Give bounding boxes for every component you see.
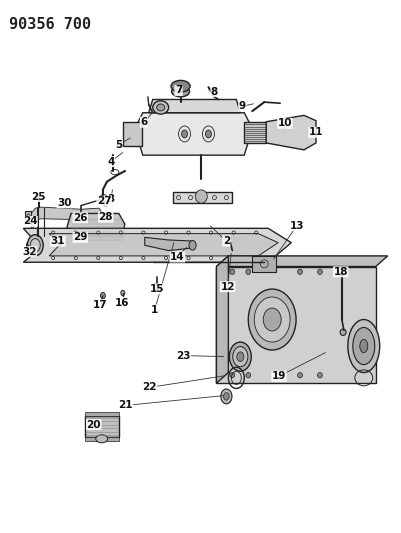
Bar [252, 256, 276, 272]
Ellipse shape [30, 239, 40, 252]
Polygon shape [149, 100, 240, 113]
Text: 5: 5 [115, 140, 122, 150]
Text: 1: 1 [151, 305, 158, 315]
Text: 20: 20 [87, 419, 101, 430]
Ellipse shape [189, 240, 196, 250]
Ellipse shape [360, 340, 368, 353]
Ellipse shape [27, 235, 43, 256]
Text: 10: 10 [277, 118, 292, 128]
Text: 3: 3 [107, 193, 115, 204]
Ellipse shape [26, 243, 30, 248]
Ellipse shape [229, 251, 234, 256]
Ellipse shape [348, 319, 380, 373]
Text: 12: 12 [220, 281, 235, 292]
Text: 25: 25 [31, 191, 45, 201]
Text: 2: 2 [223, 236, 230, 246]
Text: 14: 14 [170, 252, 185, 262]
Ellipse shape [205, 130, 211, 138]
Ellipse shape [59, 244, 62, 248]
Text: 32: 32 [22, 247, 36, 257]
Ellipse shape [153, 101, 169, 114]
Ellipse shape [246, 373, 251, 378]
Ellipse shape [101, 293, 105, 299]
Text: 19: 19 [272, 372, 286, 381]
Ellipse shape [221, 389, 232, 404]
Text: 9: 9 [239, 101, 246, 111]
Ellipse shape [318, 373, 322, 378]
Text: 29: 29 [73, 232, 87, 243]
Polygon shape [266, 115, 316, 150]
Ellipse shape [96, 435, 108, 443]
Ellipse shape [121, 290, 125, 296]
Polygon shape [85, 416, 119, 437]
Text: 27: 27 [97, 196, 111, 206]
Text: 8: 8 [211, 86, 218, 96]
Bar [107, 233, 115, 241]
Ellipse shape [172, 86, 190, 97]
Ellipse shape [171, 80, 190, 92]
Ellipse shape [63, 199, 67, 205]
Bar [85, 233, 93, 241]
Polygon shape [217, 266, 376, 383]
Text: 21: 21 [118, 400, 133, 410]
Polygon shape [172, 192, 232, 203]
Ellipse shape [99, 195, 108, 203]
Bar [96, 233, 104, 241]
Ellipse shape [157, 104, 165, 111]
Ellipse shape [298, 373, 302, 378]
Text: 28: 28 [99, 212, 113, 222]
Bar [75, 233, 83, 241]
Ellipse shape [318, 269, 322, 274]
Polygon shape [217, 256, 388, 266]
Ellipse shape [263, 308, 281, 331]
Text: 23: 23 [176, 351, 190, 361]
Bar [244, 122, 266, 143]
Polygon shape [217, 256, 229, 383]
Ellipse shape [298, 269, 302, 274]
Polygon shape [31, 207, 101, 236]
Text: 13: 13 [290, 221, 304, 231]
Ellipse shape [233, 346, 248, 367]
Ellipse shape [224, 393, 229, 400]
Bar [123, 122, 142, 146]
Text: 90356 700: 90356 700 [9, 17, 91, 33]
Ellipse shape [229, 342, 251, 371]
Ellipse shape [195, 190, 207, 203]
Ellipse shape [340, 329, 346, 335]
Ellipse shape [230, 269, 235, 274]
Text: 16: 16 [114, 297, 129, 308]
Polygon shape [145, 237, 192, 251]
Ellipse shape [104, 201, 108, 207]
Text: 22: 22 [142, 382, 157, 392]
Polygon shape [67, 214, 125, 243]
Text: 7: 7 [175, 85, 182, 95]
Polygon shape [49, 233, 278, 256]
Ellipse shape [237, 352, 244, 361]
Polygon shape [169, 229, 236, 243]
Text: 31: 31 [51, 236, 65, 246]
Text: 4: 4 [107, 157, 115, 166]
Text: 17: 17 [93, 300, 107, 310]
Ellipse shape [353, 327, 375, 365]
Ellipse shape [248, 289, 296, 350]
Ellipse shape [246, 269, 251, 274]
Ellipse shape [154, 283, 160, 290]
Polygon shape [23, 228, 291, 262]
Ellipse shape [254, 297, 290, 342]
Bar [85, 412, 119, 416]
Ellipse shape [182, 130, 188, 138]
Ellipse shape [230, 373, 235, 378]
Text: 15: 15 [150, 284, 165, 294]
Text: 26: 26 [73, 213, 87, 223]
Text: 24: 24 [23, 216, 37, 227]
Bar [85, 437, 119, 441]
Polygon shape [135, 113, 252, 155]
Bar [25, 211, 31, 221]
Text: 30: 30 [57, 198, 71, 208]
Text: 18: 18 [333, 267, 348, 277]
Text: 11: 11 [309, 127, 323, 138]
Text: 6: 6 [140, 117, 148, 127]
